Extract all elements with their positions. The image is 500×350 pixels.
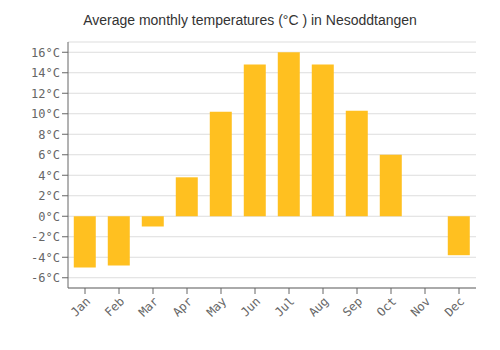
svg-text:10°C: 10°C [31,107,60,121]
svg-text:16°C: 16°C [31,46,60,60]
svg-text:Jul: Jul [272,294,297,319]
svg-text:12°C: 12°C [31,87,60,101]
svg-text:8°C: 8°C [38,128,60,142]
svg-text:-6°C: -6°C [31,271,60,285]
svg-text:Sep: Sep [340,294,365,319]
svg-text:2°C: 2°C [38,189,60,203]
svg-text:Oct: Oct [374,294,399,319]
svg-text:Mar: Mar [136,294,161,319]
svg-text:4°C: 4°C [38,169,60,183]
svg-text:-4°C: -4°C [31,251,60,265]
svg-text:Jan: Jan [68,294,93,319]
svg-text:14°C: 14°C [31,66,60,80]
svg-text:Nov: Nov [408,294,433,319]
svg-text:Feb: Feb [102,294,127,319]
svg-text:May: May [204,294,229,319]
html-text:Average monthly temperatures (: Average monthly temperatures (°C ) in Ne… [83,12,417,28]
svg-text:6°C: 6°C [38,148,60,162]
svg-text:-2°C: -2°C [31,230,60,244]
svg-text:Dec: Dec [442,294,467,319]
svg-text:Apr: Apr [170,294,195,319]
svg-text:0°C: 0°C [38,210,60,224]
svg-text:Aug: Aug [306,294,331,319]
svg-text:Jun: Jun [238,294,263,319]
